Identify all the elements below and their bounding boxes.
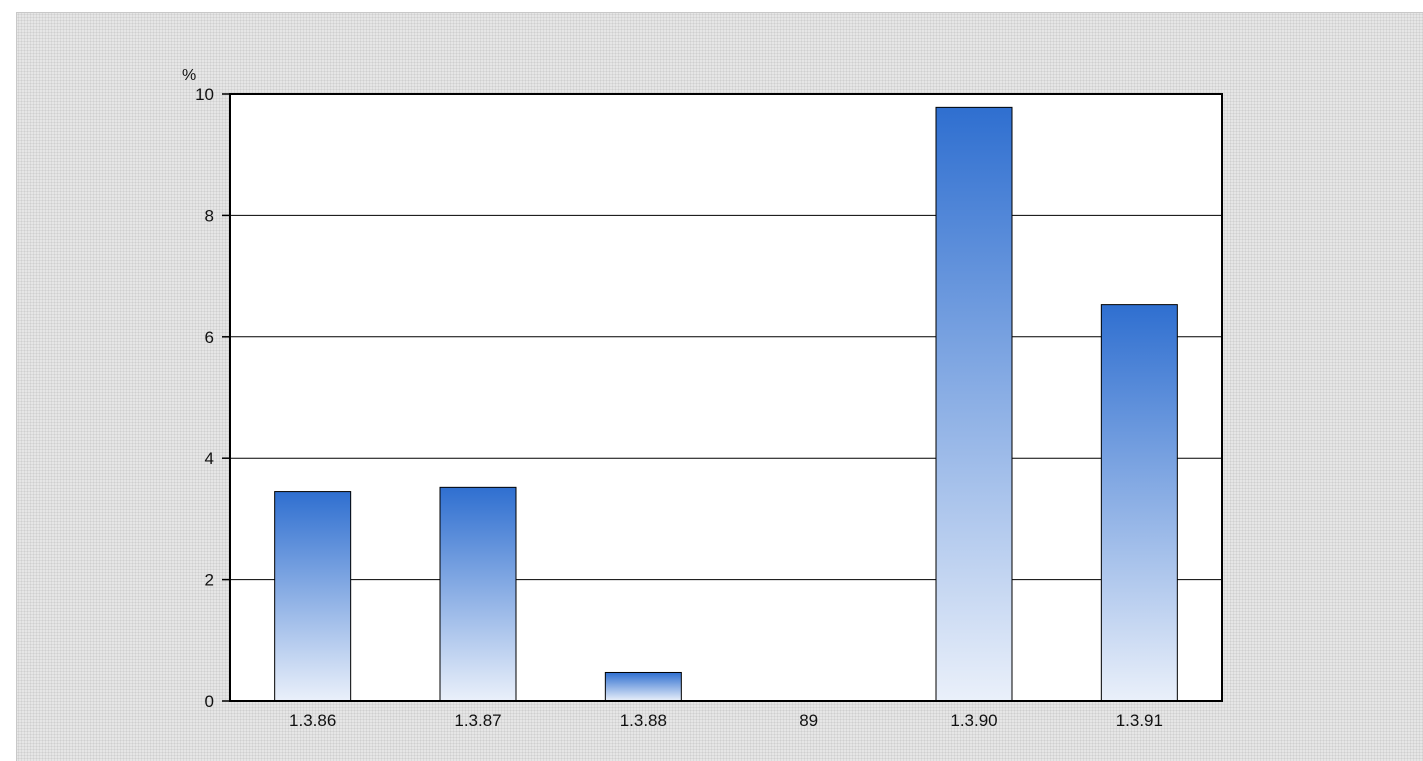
bar-1.3.91 — [1100, 304, 1178, 702]
grid-lines — [230, 214, 1222, 581]
x-tick-label: 1.3.88 — [620, 711, 667, 730]
plot-area — [230, 94, 1222, 701]
bar-1.3.88 — [604, 671, 682, 702]
y-axis: 0 2 4 6 8 10 — [195, 85, 230, 711]
y-axis-unit-label: % — [182, 67, 196, 84]
x-axis: 1.3.86 1.3.87 1.3.88 89 1.3.90 1.3.91 — [289, 711, 1163, 730]
bars — [274, 106, 1178, 702]
y-tick-label: 6 — [205, 328, 214, 347]
y-tick-label: 10 — [195, 85, 214, 104]
x-tick-label: 89 — [799, 711, 818, 730]
x-tick-label: 1.3.91 — [1116, 711, 1163, 730]
y-tick-label: 0 — [205, 692, 214, 711]
plot-border — [229, 93, 1223, 702]
bar-1.3.90 — [935, 106, 1013, 702]
x-tick-label: 1.3.86 — [289, 711, 336, 730]
bar-1.3.87 — [439, 486, 517, 702]
x-tick-label: 1.3.90 — [950, 711, 997, 730]
bar-1.3.86 — [274, 491, 352, 702]
y-tick-label: 8 — [205, 206, 214, 225]
y-tick-label: 4 — [205, 449, 214, 468]
x-tick-label: 1.3.87 — [454, 711, 501, 730]
y-tick-label: 2 — [205, 571, 214, 590]
